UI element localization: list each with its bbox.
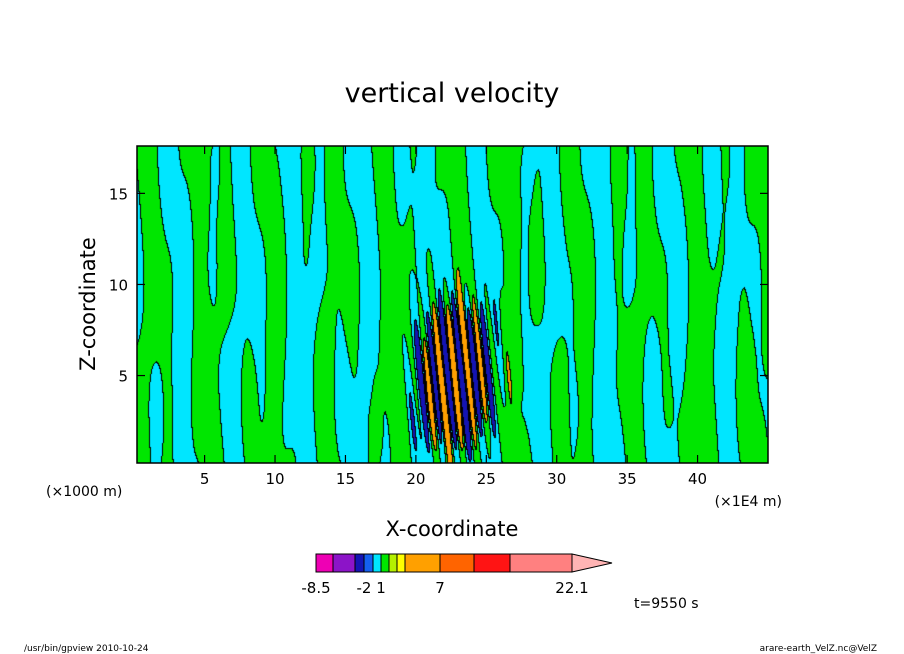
x-tick-label: 40 <box>688 470 707 488</box>
colorbar-segment <box>509 553 573 573</box>
y-axis: 5 10 15 <box>109 185 768 386</box>
colorbar-label: -8.5 <box>301 579 330 597</box>
y-tick-label: 15 <box>109 185 128 203</box>
x-tick-label: 15 <box>336 470 355 488</box>
colorbar-segment <box>473 553 511 573</box>
y-tick-label: 10 <box>109 276 128 294</box>
x-tick-label: 20 <box>406 470 425 488</box>
plot-frame <box>136 145 769 464</box>
x-axis-label: X-coordinate <box>386 517 519 541</box>
colorbar-segment <box>439 553 475 573</box>
colorbar-label: 7 <box>435 579 445 597</box>
x-unit-right: (×1E4 m) <box>715 494 782 510</box>
colorbar-segment <box>380 553 390 573</box>
colorbar-segment <box>404 553 441 573</box>
plot-area <box>137 146 768 463</box>
colorbar: -8.5 -2 1 7 22.1 <box>301 553 613 597</box>
colorbar-label: 22.1 <box>555 579 588 597</box>
footer-right: arare-earth_VelZ.nc@VelZ <box>760 644 877 654</box>
y-axis-label: Z-coordinate <box>76 237 100 371</box>
footer-left: /usr/bin/gpview 2010-10-24 <box>24 644 149 654</box>
colorbar-segment <box>388 553 398 573</box>
time-label: t=9550 s <box>634 596 699 612</box>
x-axis: 5 10 15 20 25 30 35 40 <box>200 146 707 488</box>
x-tick-label: 5 <box>200 470 210 488</box>
x-tick-label: 30 <box>547 470 566 488</box>
y-tick-label: 5 <box>118 368 128 386</box>
x-tick-label: 35 <box>618 470 637 488</box>
colorbar-label: -2 <box>357 579 372 597</box>
colorbar-arrow <box>571 553 613 573</box>
chart-title: vertical velocity <box>345 78 560 109</box>
colorbar-segment <box>372 553 382 573</box>
velocity-field <box>137 146 768 463</box>
colorbar-segment <box>354 553 365 573</box>
colorbar-segment <box>363 553 374 573</box>
colorbar-segment <box>315 553 334 573</box>
x-tick-label: 25 <box>477 470 496 488</box>
x-tick-label: 10 <box>265 470 284 488</box>
colorbar-label: 1 <box>376 579 386 597</box>
x-unit-left: (×1000 m) <box>46 484 122 500</box>
colorbar-segment <box>396 553 406 573</box>
velocity-contour-image <box>137 146 768 463</box>
colorbar-segment <box>332 553 356 573</box>
